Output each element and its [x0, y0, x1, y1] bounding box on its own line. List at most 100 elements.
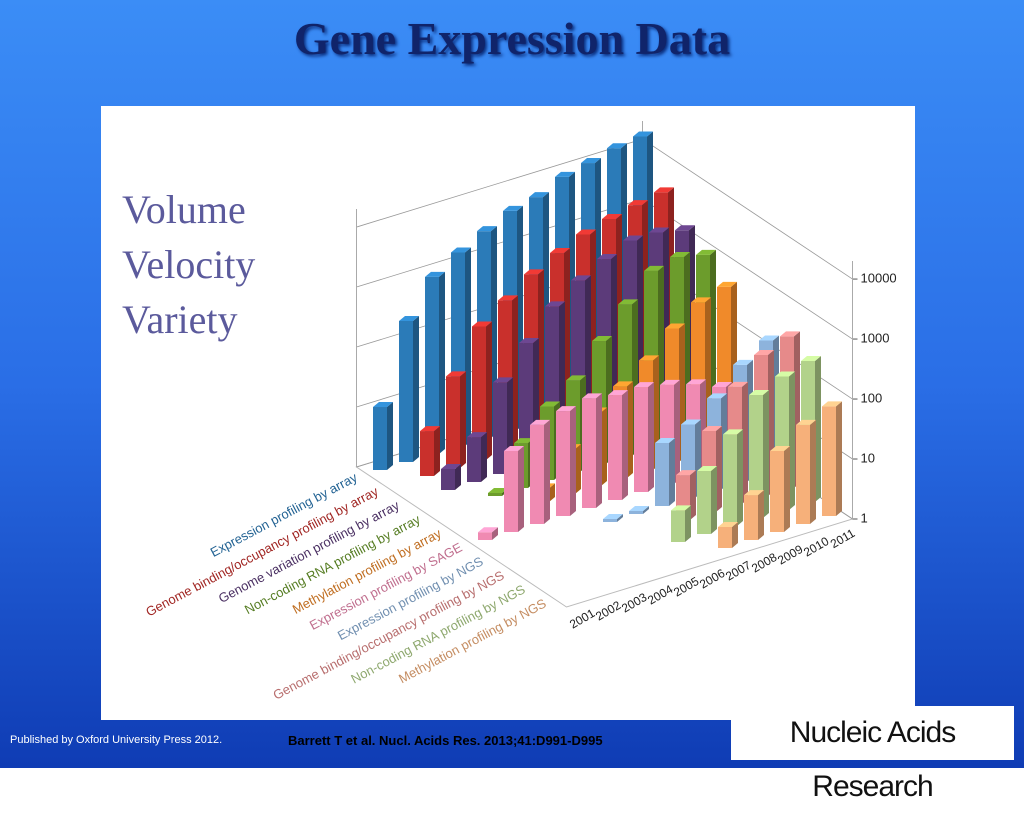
- bar-top: [524, 269, 544, 275]
- bar-top: [671, 505, 691, 511]
- bar-top: [540, 401, 560, 407]
- bar-side: [732, 521, 738, 548]
- bar-top: [425, 271, 445, 277]
- bar-side: [669, 438, 675, 506]
- bar: [373, 402, 393, 470]
- bar-side: [544, 419, 550, 524]
- bar-top: [446, 371, 466, 377]
- chart: Volume Velocity Variety 110100100010000E…: [122, 121, 897, 703]
- bullet: Velocity: [122, 242, 255, 287]
- bar-front: [796, 424, 810, 524]
- bar-top: [691, 297, 711, 303]
- bar-front: [634, 387, 648, 492]
- bullet: Volume: [122, 187, 246, 232]
- bar-top: [775, 371, 795, 377]
- bar-front: [399, 320, 413, 462]
- bar-side: [549, 483, 555, 502]
- bar-side: [492, 527, 498, 540]
- bar-top: [545, 301, 565, 307]
- bar-side: [617, 514, 623, 522]
- bar-side: [465, 247, 471, 446]
- bar-top: [555, 171, 575, 177]
- bar-front: [478, 532, 492, 540]
- bar-side: [737, 429, 743, 526]
- bar: [634, 382, 654, 492]
- bar-front: [629, 511, 643, 514]
- bar-top: [707, 393, 727, 399]
- bar-top: [519, 338, 539, 344]
- bar-top: [681, 419, 701, 425]
- bar-top: [665, 323, 685, 329]
- bar-top: [628, 200, 648, 206]
- bar-side: [789, 371, 795, 510]
- bar-side: [758, 490, 764, 540]
- bar-side: [486, 321, 492, 460]
- bar-front: [493, 382, 507, 474]
- bar-side: [596, 393, 602, 508]
- journal-logo: Nucleic Acids Research: [731, 706, 1014, 803]
- bar: [744, 490, 764, 540]
- bar-top: [514, 438, 534, 444]
- bar: [770, 445, 790, 532]
- bar-top: [670, 252, 690, 258]
- bar-top: [654, 187, 674, 193]
- bar-top: [717, 281, 737, 287]
- y-tick-label: 10: [861, 450, 875, 465]
- bar-top: [503, 205, 523, 211]
- bar-top: [644, 265, 664, 271]
- bar-side: [810, 419, 816, 524]
- bar-top: [472, 321, 492, 327]
- bar-top: [608, 390, 628, 396]
- bar-top: [529, 192, 549, 198]
- bar-top: [676, 470, 696, 476]
- bar-top: [639, 355, 659, 361]
- bar: [478, 527, 498, 540]
- bar-top: [504, 445, 524, 451]
- bar-top: [733, 359, 753, 365]
- bar-side: [742, 381, 748, 504]
- bar-top: [718, 521, 738, 527]
- y-tick-label: 10000: [861, 270, 897, 285]
- bar-front: [373, 407, 387, 470]
- slide-title: Gene Expression Data: [293, 13, 731, 64]
- bar-top: [744, 490, 764, 496]
- bar: [697, 466, 717, 534]
- bar-top: [581, 158, 601, 164]
- bar-top: [441, 463, 461, 469]
- bar-top: [597, 254, 617, 260]
- bar-front: [425, 276, 439, 454]
- bar-top: [780, 331, 800, 337]
- bar-top: [493, 377, 513, 383]
- bar-top: [451, 247, 471, 253]
- bar: [556, 406, 576, 516]
- bar-top: [582, 393, 602, 399]
- bar-front: [441, 468, 455, 490]
- bar-top: [696, 249, 716, 255]
- bar-top: [649, 227, 669, 233]
- bar: [629, 506, 649, 514]
- bar-side: [716, 425, 722, 512]
- bar-front: [530, 424, 544, 524]
- bar: [467, 432, 487, 482]
- bar-front: [467, 437, 481, 482]
- bar-side: [575, 444, 581, 494]
- bar: [504, 445, 524, 532]
- bar-side: [648, 382, 654, 492]
- bar-top: [607, 143, 627, 149]
- bar-front: [556, 411, 570, 516]
- bar-front: [822, 406, 836, 516]
- bar-front: [420, 431, 434, 476]
- bar-top: [571, 275, 591, 281]
- bar-top: [373, 402, 393, 408]
- bar-side: [601, 407, 607, 486]
- bar-top: [754, 349, 774, 355]
- bar-side: [643, 506, 649, 514]
- bar-top: [576, 229, 596, 235]
- bar-side: [455, 463, 461, 490]
- bar: [749, 390, 769, 518]
- bar-top: [467, 432, 487, 438]
- bar-top: [556, 406, 576, 412]
- bar-top: [686, 379, 706, 385]
- bar-top: [420, 426, 440, 432]
